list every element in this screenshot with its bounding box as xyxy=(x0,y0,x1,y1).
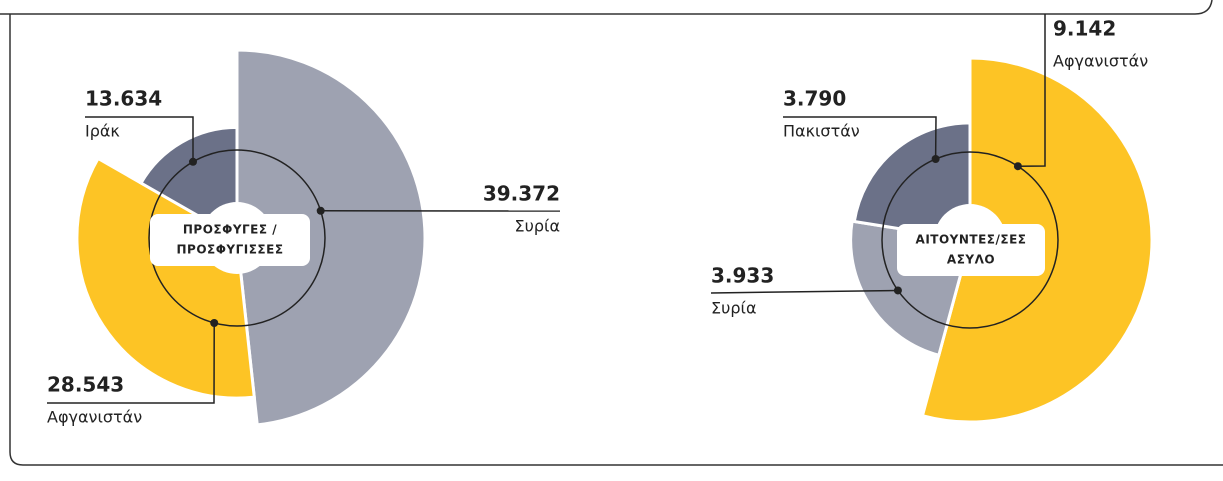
value-label: 39.372 xyxy=(483,182,560,206)
pie-segment xyxy=(75,156,256,400)
inner-ring xyxy=(881,151,1059,329)
outer-frame xyxy=(9,14,1223,466)
value-label: 13.634 xyxy=(85,87,162,111)
leader-line xyxy=(47,322,215,404)
category-label: Συρία xyxy=(711,299,756,318)
category-label: Αφγανιστάν xyxy=(47,408,142,427)
inner-ring xyxy=(148,149,326,327)
leader-line xyxy=(783,116,937,160)
leader-line xyxy=(710,289,898,294)
leader-dot xyxy=(893,286,902,295)
leader-dot xyxy=(189,157,197,166)
leader-dot xyxy=(1013,162,1022,171)
value-label: 3.790 xyxy=(783,87,846,111)
category-label: Πακιστάν xyxy=(783,122,860,141)
center-label: ΑΙΤΟΥΝΤΕΣ/ΣΕΣ xyxy=(916,233,1027,247)
leader-dot xyxy=(210,319,219,328)
center-label-box xyxy=(150,214,310,266)
center-label-box xyxy=(897,224,1045,276)
pie-segment xyxy=(138,125,239,241)
category-label: Ιράκ xyxy=(85,122,120,141)
pie-segment xyxy=(235,48,427,427)
category-label: Αφγανιστάν xyxy=(1053,52,1148,71)
center-label: ΠΡΟΣΦΥΓΕΣ / xyxy=(183,223,277,237)
category-label: Συρία xyxy=(515,217,560,236)
leader-dot xyxy=(931,154,940,163)
leader-dot xyxy=(316,206,325,215)
pie-segment xyxy=(852,121,972,242)
leader-line xyxy=(85,116,194,162)
value-label: 28.543 xyxy=(47,373,124,397)
center-label: ΠΡΟΣΦΥΓΙΣΣΕΣ xyxy=(176,243,283,257)
leader-line xyxy=(1017,14,1046,167)
value-label: 9.142 xyxy=(1053,17,1116,41)
center-label: ΑΣΥΛΟ xyxy=(947,253,995,267)
value-label: 3.933 xyxy=(711,264,774,288)
caption-frame xyxy=(0,0,1213,15)
